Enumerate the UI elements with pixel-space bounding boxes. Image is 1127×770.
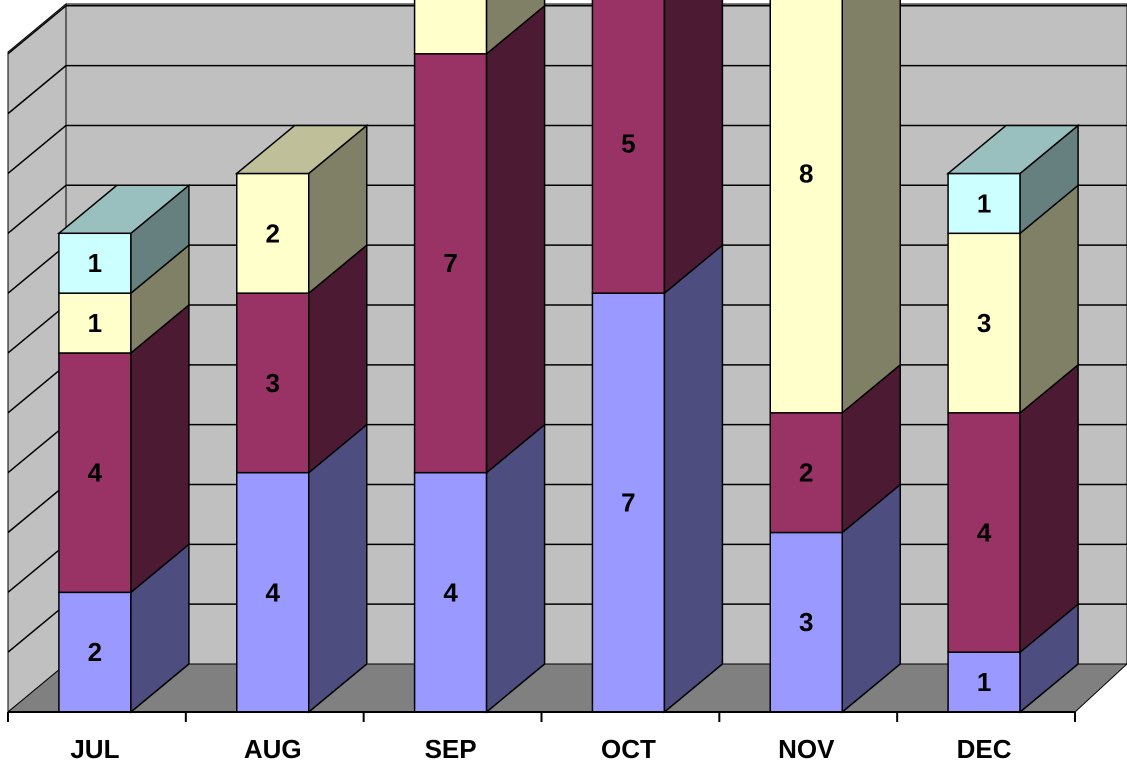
data-label: 4 [88,458,103,488]
bar-front [947,412,1021,653]
gridline-side [7,543,67,593]
data-label: 1 [977,667,991,697]
x-tick-label: SEP [425,734,477,764]
gridline-side [7,244,67,294]
bar-side [485,0,546,56]
bar-top [56,184,191,235]
data-label: 7 [621,488,635,518]
data-label: 4 [977,517,992,547]
bar-front [413,53,488,474]
bar-segment: 1 [947,123,1079,235]
gridline-side [7,603,67,653]
bar-segment: 4 [413,423,546,714]
bar-top [234,124,369,175]
bar-front [413,0,488,55]
bar-side [663,0,724,295]
bar-top [946,124,1081,175]
bar-segment: 4 [58,303,190,594]
data-label: 2 [266,218,280,248]
bar-segment: 2 [58,542,190,714]
x-tick-label: JUL [70,734,119,764]
data-label: 1 [88,248,102,278]
bar-segment: 7 [591,243,724,714]
data-label: 3 [799,607,813,637]
bar-segment: 7 [413,4,546,475]
bar-segment: 8 [769,0,901,415]
bar-side [130,303,190,594]
bar-side [485,423,546,714]
bar-segment: 3 [769,482,901,714]
bar-side [308,423,368,714]
bar-side [1019,363,1079,654]
x-tick-label: DEC [957,734,1012,764]
bar-side [841,0,901,415]
bar-front [413,471,488,713]
chart-bars: 24114324777553281431 [56,0,1081,714]
bar-segment: 4 [236,423,368,714]
bar-segment: 2 [769,363,901,535]
data-label: 8 [799,158,813,188]
data-label: 4 [443,577,458,607]
data-label: 5 [621,129,635,159]
bar-front [769,412,843,534]
bar-segment: 1 [58,183,190,295]
x-tick-label: NOV [778,734,835,764]
bar-front [769,0,843,414]
bar-front [58,352,132,594]
bar-segment: 5 [591,0,724,295]
data-label: 1 [977,188,991,218]
x-axis: JUL AUG SEP OCT NOV DEC [7,711,1076,764]
data-label: 2 [88,637,102,667]
gridline-side [7,304,67,354]
bar-front [236,172,310,294]
bar-side [485,4,546,475]
x-tick-label: AUG [244,734,302,764]
bar-segment: 2 [236,123,368,295]
data-label: 3 [266,368,280,398]
data-label: 7 [443,248,457,278]
data-label: 2 [799,458,813,488]
gridline-side [7,483,67,534]
bar-front [591,0,666,294]
x-tick-label: OCT [601,734,656,764]
bar-side [663,243,724,714]
bar-segment: 3 [236,243,368,475]
gridline-side [7,65,67,115]
side-wall [7,2,67,714]
gridline-side [7,5,67,55]
bar-front [769,531,843,713]
gridline-side [7,424,67,474]
gridline-side [7,364,67,414]
data-label: 3 [977,308,991,338]
data-label: 4 [266,577,281,607]
data-label: 1 [88,308,102,338]
bar-segment: 1 [947,602,1079,714]
bar-segment: 4 [947,363,1079,654]
gridline-side [7,124,67,175]
bar-segment: 7 [413,0,546,56]
gridline-side [7,184,67,234]
